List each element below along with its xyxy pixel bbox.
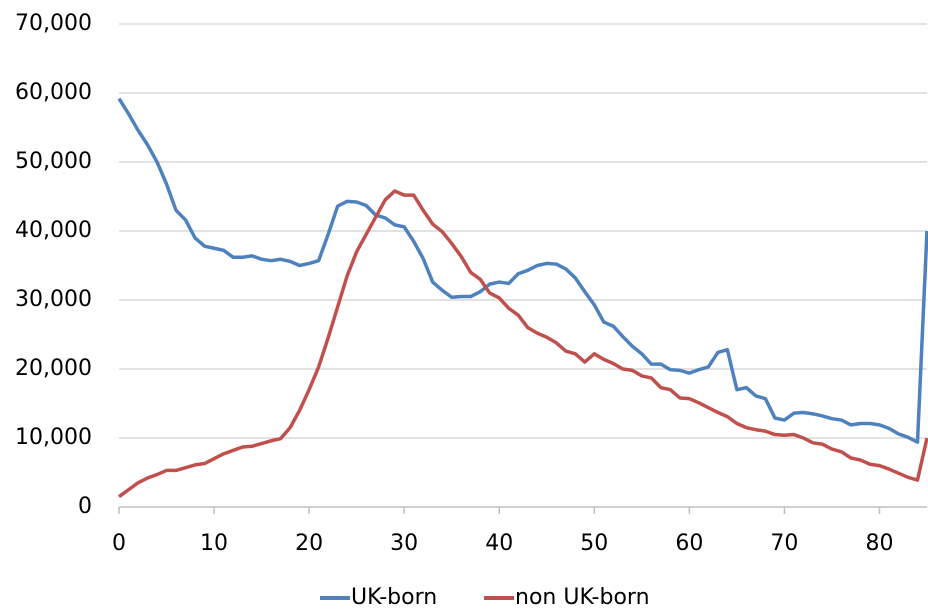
- y-tick-label: 50,000: [15, 149, 92, 174]
- y-tick-label: 0: [78, 494, 92, 519]
- legend-label: UK-born: [351, 585, 437, 610]
- x-tick-label: 70: [770, 531, 798, 556]
- y-tick-label: 60,000: [15, 80, 92, 105]
- y-tick-label: 10,000: [15, 425, 92, 450]
- y-tick-label: 20,000: [15, 356, 92, 381]
- x-tick-label: 80: [865, 531, 893, 556]
- x-tick-label: 60: [675, 531, 703, 556]
- x-tick-label: 10: [200, 531, 228, 556]
- y-tick-label: 40,000: [15, 218, 92, 243]
- x-tick-label: 50: [580, 531, 608, 556]
- legend-label: non UK-born: [515, 585, 650, 610]
- x-tick-label: 30: [390, 531, 418, 556]
- x-tick-label: 0: [112, 531, 126, 556]
- series-line: [117, 97, 928, 444]
- x-tick-label: 20: [295, 531, 323, 556]
- series-line: [117, 189, 928, 499]
- y-tick-label: 70,000: [15, 11, 92, 36]
- x-tick-label: 40: [485, 531, 513, 556]
- y-tick-label: 30,000: [15, 287, 92, 312]
